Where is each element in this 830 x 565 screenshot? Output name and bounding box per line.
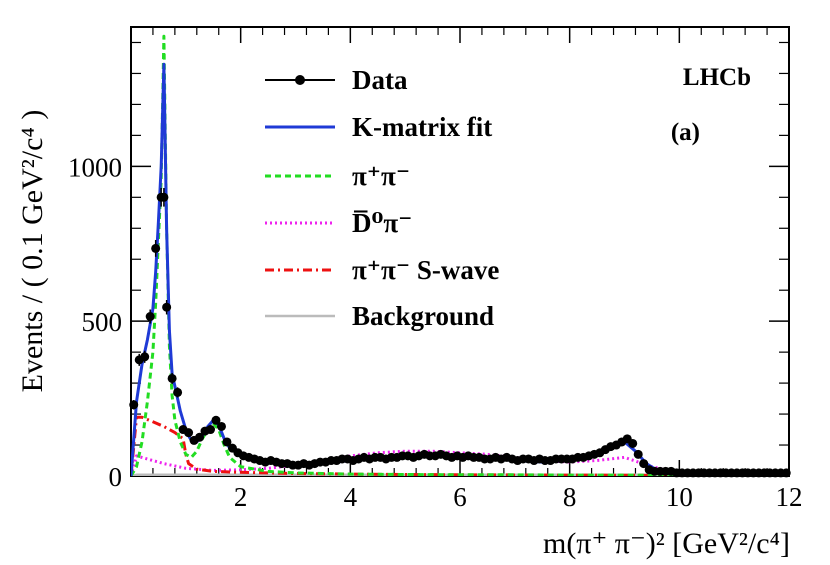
data-point xyxy=(184,428,194,438)
legend-entry-kmatrix: K-matrix fit xyxy=(265,112,492,142)
x-tick-label: 2 xyxy=(234,482,248,512)
legend-entry-bkg: Background xyxy=(265,301,494,331)
legend-label: D̅⁰π⁻ xyxy=(352,208,412,238)
legend-label: K-matrix fit xyxy=(352,112,492,142)
x-axis-label: m(π⁺ π⁻)² [GeV²/c⁴] xyxy=(543,527,790,560)
legend-label: Background xyxy=(352,301,494,331)
data-point xyxy=(159,188,169,207)
data-point xyxy=(151,240,161,257)
legend-marker xyxy=(295,75,305,85)
data-point xyxy=(167,372,177,384)
data-point xyxy=(633,449,643,459)
y-axis-label: Events / ( 0.1 GeV²/c⁴ ) xyxy=(16,110,49,393)
plot-frame xyxy=(130,26,790,477)
x-tick-label: 6 xyxy=(453,482,467,512)
data-point xyxy=(195,432,205,442)
x-tick-label: 10 xyxy=(666,482,693,512)
legend-entry-dpi: D̅⁰π⁻ xyxy=(265,208,412,238)
experiment-label: LHCb xyxy=(683,64,751,91)
y-tick-label: 0 xyxy=(109,462,123,492)
legend-label: Data xyxy=(352,65,408,95)
legend-label: π⁺π⁻ xyxy=(352,161,410,191)
data-point xyxy=(173,387,183,398)
data-point xyxy=(162,300,172,315)
panel-label: (a) xyxy=(671,119,700,146)
data-point xyxy=(145,309,155,324)
y-tick-label: 500 xyxy=(82,307,123,337)
data-point xyxy=(628,438,638,448)
legend-label: π⁺π⁻ S-wave xyxy=(352,255,499,285)
data-point xyxy=(211,415,221,425)
legend: Data K-matrix fit π⁺π⁻ D̅⁰π⁻ π⁺π⁻ S-wave Back… xyxy=(265,65,499,331)
data-point xyxy=(206,425,216,435)
data-point xyxy=(639,459,649,469)
legend-entry-swave: π⁺π⁻ S-wave xyxy=(265,255,499,285)
y-tick-label: 1000 xyxy=(68,152,122,182)
x-tick-label: 4 xyxy=(344,482,358,512)
x-tick-label: 8 xyxy=(563,482,577,512)
data-points xyxy=(129,188,791,478)
data-point xyxy=(216,421,226,431)
data-point xyxy=(140,350,150,363)
data-point xyxy=(781,468,791,478)
legend-entry-pipi: π⁺π⁻ xyxy=(265,161,410,191)
x-tick-label: 12 xyxy=(776,482,803,512)
data-point xyxy=(129,400,139,410)
data-point xyxy=(222,437,232,447)
legend-entry-data: Data xyxy=(265,65,408,95)
